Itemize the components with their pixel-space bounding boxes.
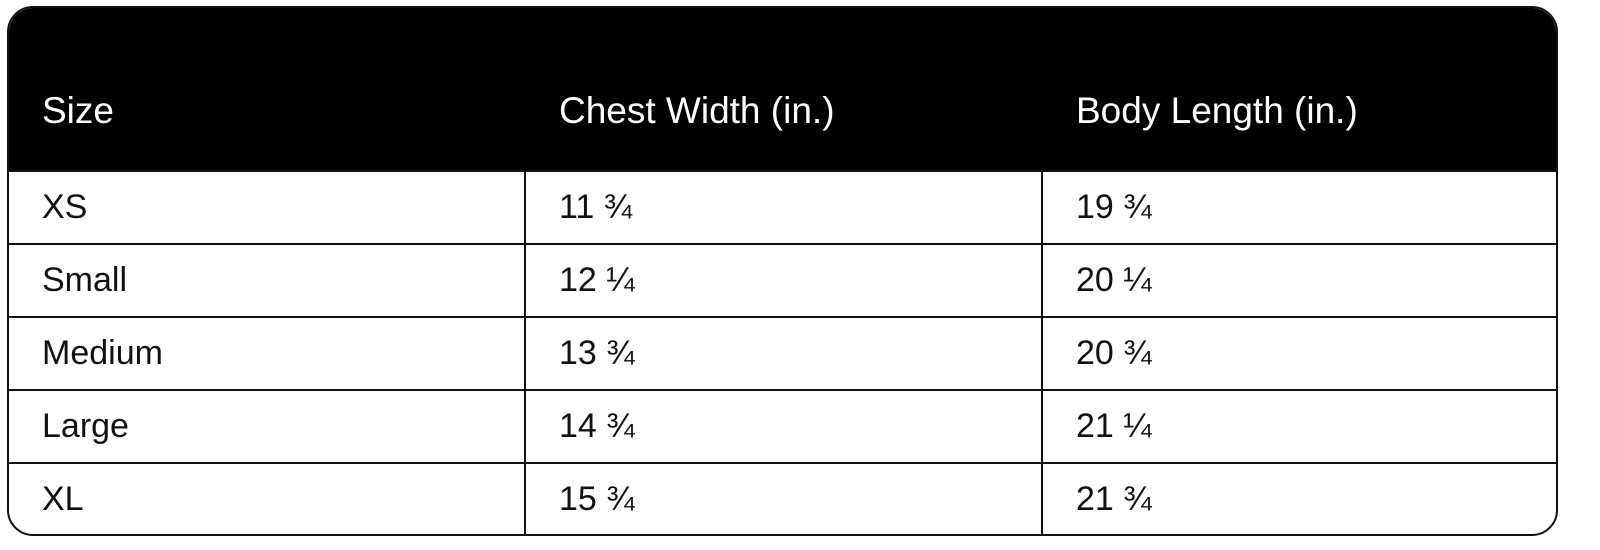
cell-body-length: 20 ¼ — [1076, 261, 1152, 299]
cell-size: XS — [9, 172, 526, 243]
header-chest-width: Chest Width (in.) — [559, 90, 835, 131]
cell-size: Large — [9, 391, 526, 462]
cell-chest-width: 15 ¾ — [526, 464, 1043, 534]
cell-chest-width: 13 ¾ — [526, 318, 1043, 389]
cell-body-length: 21 ¾ — [1076, 480, 1152, 518]
table-row: XL 15 ¾ 21 ¾ — [9, 462, 1556, 534]
cell-chest-width: 11 ¾ — [526, 172, 1043, 243]
cell-chest-width: 14 ¾ — [526, 391, 1043, 462]
cell-size: XL — [9, 464, 526, 534]
cell-body-length: 21 ¼ — [1076, 407, 1152, 445]
table-header: Size Chest Width (in.) Body Length (in.) — [9, 8, 1556, 170]
table-row: Large 14 ¾ 21 ¼ — [9, 389, 1556, 462]
cell-size: Medium — [9, 318, 526, 389]
cell-chest-width: 12 ¼ — [526, 245, 1043, 316]
header-body-length: Body Length (in.) — [1076, 90, 1358, 131]
cell-size: Small — [9, 245, 526, 316]
cell-body-length: 20 ¾ — [1076, 334, 1152, 372]
table-row: Small 12 ¼ 20 ¼ — [9, 243, 1556, 316]
cell-body-length: 19 ¾ — [1076, 188, 1152, 226]
size-chart-table: Size Chest Width (in.) Body Length (in.)… — [7, 6, 1558, 536]
table-row: XS 11 ¾ 19 ¾ — [9, 170, 1556, 243]
header-size: Size — [42, 90, 114, 131]
table-row: Medium 13 ¾ 20 ¾ — [9, 316, 1556, 389]
